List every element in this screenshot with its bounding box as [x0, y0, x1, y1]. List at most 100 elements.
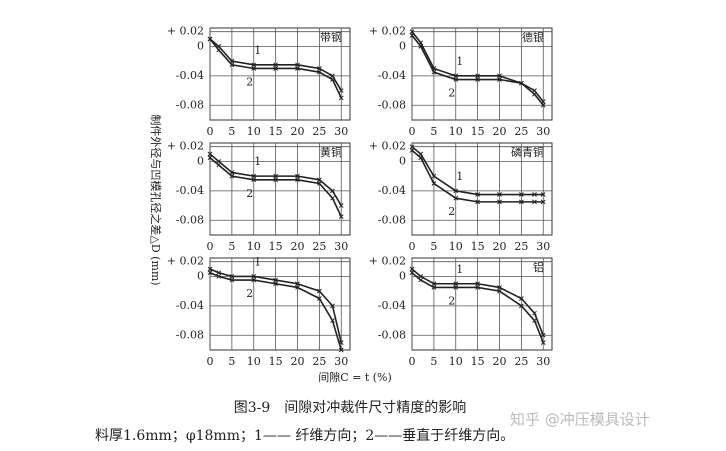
data-point: [431, 181, 437, 186]
x-tick-label: 10: [449, 125, 463, 138]
x-tick-label: 5: [228, 125, 235, 138]
y-tick-label: -0.08: [176, 328, 204, 341]
data-point: [409, 266, 415, 272]
data-point: [453, 195, 459, 201]
data-point: [273, 177, 278, 183]
data-point: [251, 62, 257, 68]
data-point: [532, 199, 537, 205]
data-point: [338, 347, 344, 353]
data-point: [273, 66, 278, 71]
data-point: [317, 296, 322, 301]
data-point: [273, 277, 278, 283]
x-tick-label: 25: [312, 125, 326, 138]
data-point: [540, 340, 546, 345]
x-tick-label: 20: [493, 240, 507, 253]
x-tick-label: 15: [269, 355, 283, 368]
data-point: [251, 274, 257, 279]
data-point: [216, 274, 222, 279]
y-tick-label: 0: [399, 269, 406, 282]
x-tick-label: 5: [430, 240, 437, 253]
x-tick-label: 10: [449, 355, 463, 368]
chart-title: 带钢: [320, 31, 342, 44]
x-tick-label: 10: [247, 125, 261, 138]
y-tick-label: 0: [197, 39, 204, 52]
series-label: 1: [456, 263, 463, 276]
data-point: [317, 181, 322, 186]
data-point: [431, 281, 437, 287]
data-point: [453, 285, 459, 290]
chart-title: 铝: [533, 260, 544, 274]
data-point: [229, 173, 235, 179]
y-tick-label: 0: [197, 269, 204, 282]
data-point: [295, 66, 300, 71]
y-tick-label: -0.08: [378, 213, 406, 226]
x-tick-label: 0: [207, 125, 214, 138]
y-tick-label: -0.08: [176, 98, 204, 111]
x-tick-label: 30: [536, 355, 550, 368]
series-label: 2: [246, 75, 253, 88]
data-point: [418, 151, 424, 157]
x-tick-label: 15: [471, 355, 485, 368]
data-point: [497, 73, 502, 79]
series-label: 1: [254, 44, 261, 57]
y-tick-label: 0: [197, 154, 204, 167]
x-tick-label: 20: [493, 125, 507, 138]
data-point: [540, 199, 546, 205]
x-tick-label: 15: [471, 240, 485, 253]
data-point: [475, 199, 480, 205]
data-point: [295, 173, 300, 179]
data-point: [317, 288, 322, 294]
data-point: [273, 62, 278, 68]
data-point: [475, 281, 480, 287]
series-label: 1: [254, 155, 261, 168]
y-tick-label: -0.08: [378, 98, 406, 111]
x-tick-label: 20: [291, 125, 305, 138]
data-point: [207, 266, 213, 272]
x-tick-label: 5: [430, 125, 437, 138]
series-label: 1: [254, 255, 261, 268]
data-point: [532, 91, 537, 97]
series-label: 2: [246, 287, 253, 300]
data-point: [540, 192, 546, 197]
x-tick-label: 5: [228, 240, 235, 253]
data-point: [540, 332, 546, 338]
data-point: [475, 285, 480, 290]
chart-title: 黄铜: [320, 145, 342, 159]
x-tick-label: 0: [207, 355, 214, 368]
data-point: [475, 192, 480, 197]
y-axis-label: 制件外径与凹模孔径之差△D (mm): [149, 114, 163, 285]
y-tick-label: -0.04: [378, 69, 406, 82]
y-tick-label: + 0.02: [369, 25, 406, 38]
y-tick-label: -0.04: [176, 69, 204, 82]
x-tick-label: 30: [334, 125, 348, 138]
data-point: [251, 66, 257, 71]
x-tick-label: 10: [247, 240, 261, 253]
data-point: [453, 188, 459, 194]
data-point: [532, 318, 537, 323]
x-tick-label: 25: [514, 125, 528, 138]
data-point: [317, 66, 322, 71]
data-point: [330, 188, 335, 194]
data-point: [418, 155, 424, 161]
x-tick-label: 0: [409, 240, 416, 253]
data-point: [409, 270, 415, 276]
x-axis-label: 间隙C = t (%): [318, 370, 392, 384]
data-point: [409, 33, 415, 38]
y-tick-label: -0.08: [176, 213, 204, 226]
data-point: [497, 288, 502, 294]
data-point: [229, 277, 235, 283]
series-label: 2: [448, 87, 455, 100]
x-tick-label: 30: [536, 240, 550, 253]
y-tick-label: -0.04: [378, 184, 406, 197]
data-point: [519, 303, 524, 309]
data-point: [519, 199, 524, 205]
y-tick-label: 0: [399, 39, 406, 52]
x-tick-label: 20: [291, 355, 305, 368]
x-tick-label: 20: [291, 240, 305, 253]
data-point: [409, 148, 415, 153]
data-point: [497, 77, 502, 82]
data-point: [418, 44, 424, 49]
x-tick-label: 10: [247, 355, 261, 368]
data-point: [431, 285, 437, 290]
